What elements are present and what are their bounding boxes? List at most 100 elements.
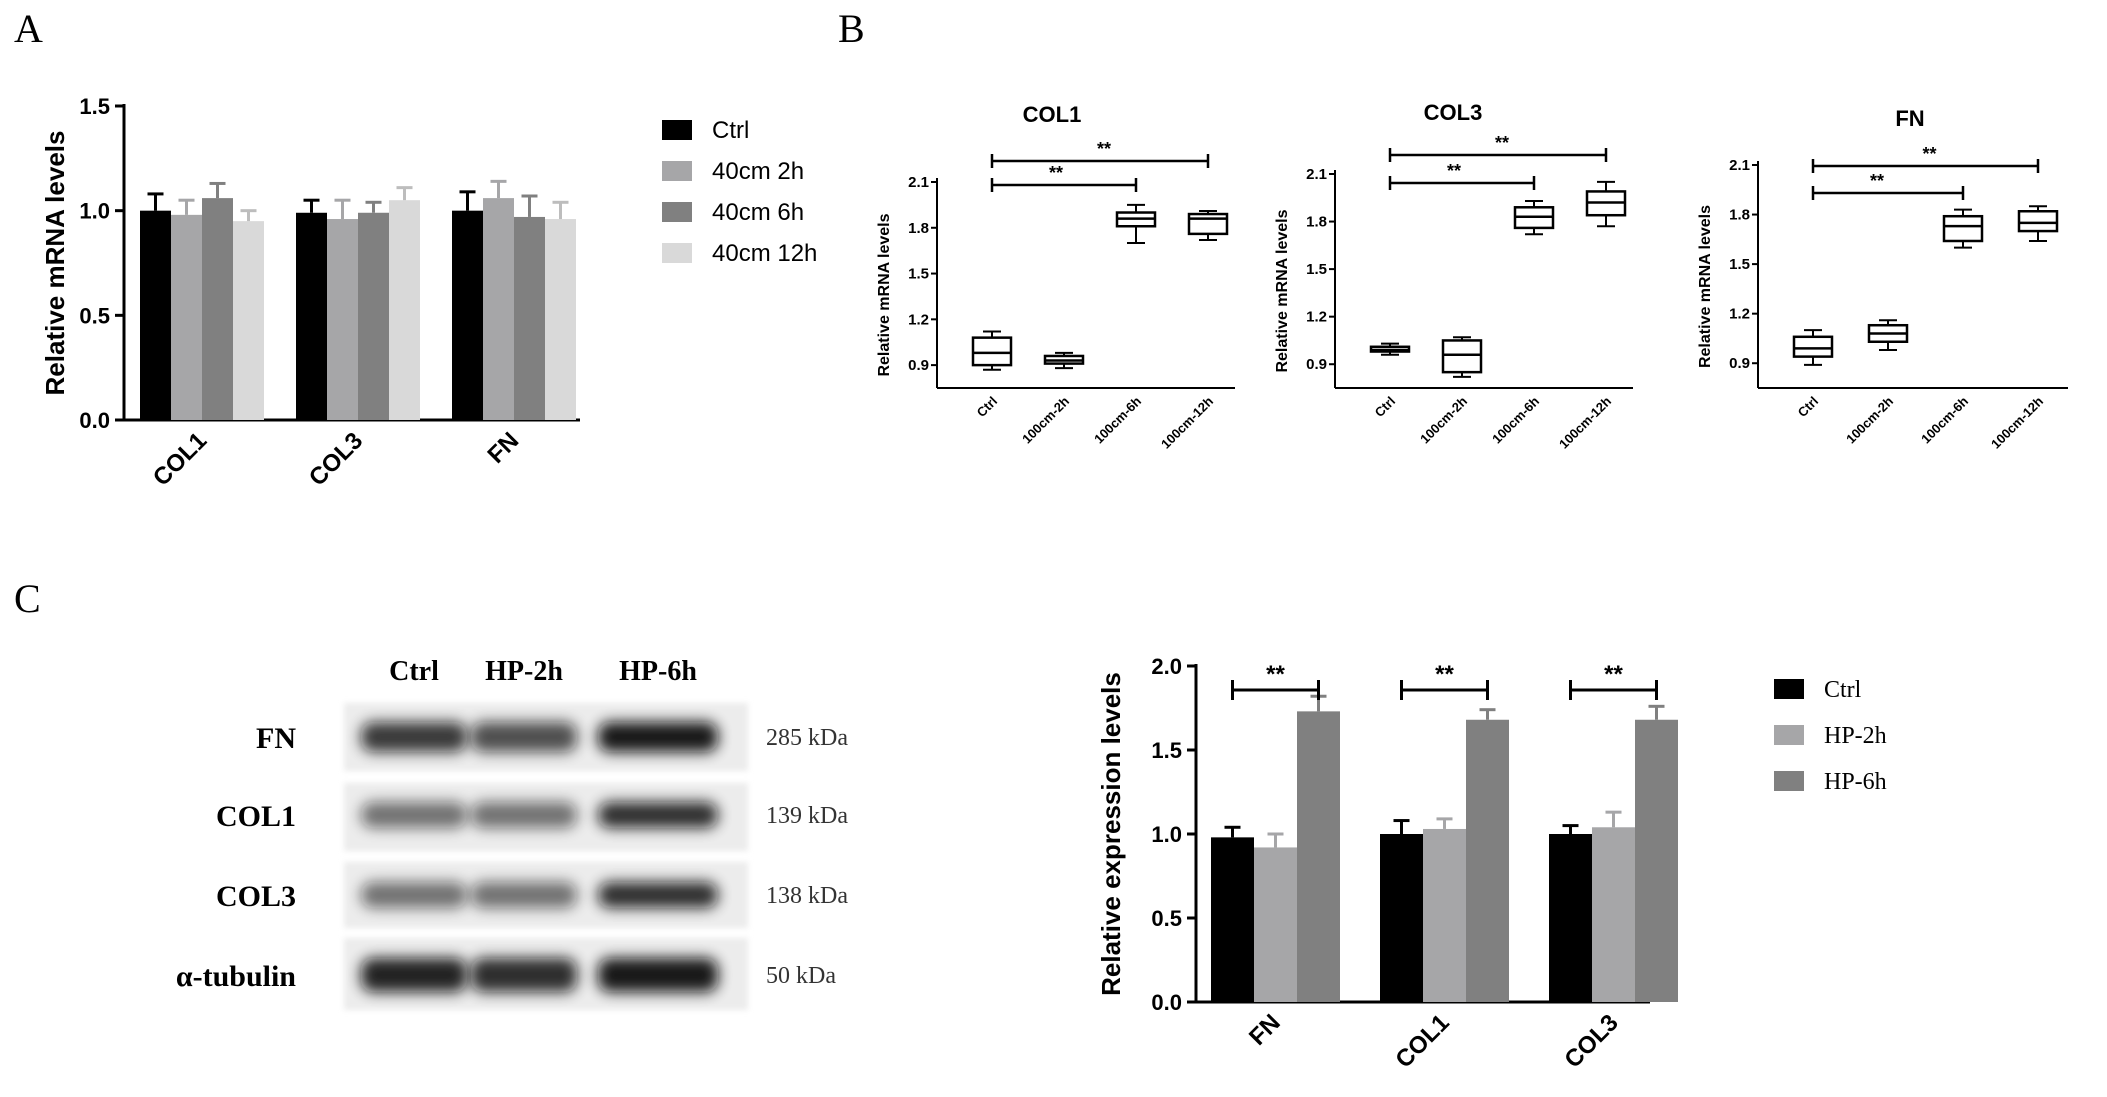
legend-label-40cm-12h: 40cm 12h	[712, 240, 817, 267]
lane-label-hp-2h: HP-2h	[485, 656, 563, 687]
category-label-100cm-2h: 100cm-2h	[1843, 393, 1896, 446]
legend-swatch-40cm-2h	[662, 161, 692, 181]
category-label-100cm-2h: 100cm-2h	[1019, 393, 1072, 446]
category-label-100cm-12h: 100cm-12h	[1556, 393, 1614, 451]
bar-40cm-2h-col3	[327, 219, 358, 420]
category-label-100cm-12h: 100cm-12h	[1988, 393, 2046, 451]
y-tick-label: 2.1	[1306, 166, 1327, 183]
blot-band-fn-hp-6h	[598, 722, 718, 752]
legend-label-40cm-6h: 40cm 6h	[712, 199, 804, 226]
y-tick-label: 1.0	[79, 199, 110, 224]
significance-label: **	[1435, 661, 1454, 688]
significance-label: **	[1447, 161, 1461, 181]
box-100cm-6h	[1942, 214, 1984, 243]
y-tick-label: 1.8	[908, 220, 929, 237]
category-label-col3: COL3	[304, 427, 368, 491]
lane-label-hp-6h: HP-6h	[619, 656, 697, 687]
legend-label-ctrl: Ctrl	[1824, 677, 1862, 703]
blot-band-col1-hp-2h	[471, 802, 577, 828]
protein-label-tubulin: α-tubulin	[176, 960, 296, 993]
category-label-100cm-2h: 100cm-2h	[1417, 393, 1470, 446]
chart-title: COL3	[1424, 100, 1483, 125]
y-axis-title: Relative mRNA levels	[1697, 205, 1714, 368]
protein-label-col3: COL3	[216, 880, 296, 913]
bar-hp-2h-fn	[1254, 847, 1297, 1002]
bar-ctrl-col1	[1380, 834, 1423, 1002]
category-label-col1: COL1	[148, 427, 212, 491]
lane-label-ctrl: Ctrl	[389, 656, 439, 687]
panel-b-col3-boxplot: 0.9 1.2 1.5 1.8 2.1 Relative mRNA levels COL3 C…	[1274, 100, 1633, 452]
category-label-fn: FN	[483, 427, 525, 469]
box-100cm-12h	[1187, 212, 1229, 236]
category-label-ctrl: Ctrl	[974, 394, 1000, 420]
y-tick-label: 1.8	[1306, 214, 1327, 231]
bar-ctrl-col3	[296, 212, 327, 420]
blot-band-tubulin-ctrl	[361, 958, 467, 992]
panel-label-c: C	[14, 576, 41, 621]
y-tick-label: 0.9	[1306, 356, 1327, 373]
panel-b-fn-boxplot: 0.9 1.2 1.5 1.8 2.1 Relative mRNA levels FN Ctr…	[1697, 106, 2068, 452]
legend-label-hp-2h: HP-2h	[1824, 723, 1887, 749]
legend-swatch-40cm-6h	[662, 202, 692, 222]
bar-hp-6h-col3	[1635, 719, 1678, 1002]
y-tick-label: 1.2	[1306, 309, 1327, 326]
size-label-fn: 285 kDa	[766, 725, 848, 751]
significance-label: **	[1604, 661, 1623, 688]
blot-band-col1-hp-6h	[598, 802, 718, 828]
y-tick-label: 1.8	[1729, 207, 1750, 224]
legend-swatch-ctrl	[662, 120, 692, 140]
size-label-col3: 138 kDa	[766, 883, 848, 909]
bar-40cm-6h-col1	[202, 198, 233, 420]
size-label-tubulin: 50 kDa	[766, 963, 836, 989]
bar-40cm-6h-fn	[514, 216, 545, 420]
y-axis-title: Relative expression levels	[1096, 672, 1126, 996]
blot-band-col1-ctrl	[361, 802, 467, 828]
blot-band-tubulin-hp-6h	[598, 958, 718, 992]
panel-label-b: B	[838, 6, 865, 51]
legend-swatch-hp-2h	[1774, 725, 1804, 745]
category-label-ctrl: Ctrl	[1795, 394, 1821, 420]
bar-hp-6h-fn	[1297, 711, 1340, 1002]
bar-ctrl-col1	[140, 210, 171, 420]
y-axis-title: Relative mRNA levels	[1274, 209, 1291, 372]
y-tick-label: 0.5	[1151, 906, 1182, 931]
y-tick-label: 0.9	[1729, 355, 1750, 372]
significance-label: **	[1266, 661, 1285, 688]
y-tick-label: 1.5	[79, 94, 110, 119]
y-tick-label: 1.5	[1729, 256, 1750, 273]
bar-40cm-12h-fn	[545, 219, 576, 420]
category-label-col3: COL3	[1559, 1009, 1623, 1073]
y-tick-label: 0.9	[908, 357, 929, 374]
size-label-col1: 139 kDa	[766, 803, 848, 829]
bar-40cm-2h-fn	[483, 198, 514, 420]
bar-40cm-2h-col1	[171, 214, 202, 420]
y-tick-label: 1.2	[1729, 306, 1750, 323]
category-label-fn: FN	[1244, 1009, 1286, 1051]
bar-40cm-6h-col3	[358, 212, 389, 420]
y-tick-label: 0.5	[79, 303, 110, 328]
box-ctrl	[971, 336, 1013, 367]
chart-title: COL1	[1023, 102, 1082, 127]
significance-label: **	[1049, 163, 1063, 183]
significance-label: **	[1097, 139, 1111, 159]
y-axis-title: Relative mRNA levels	[876, 213, 893, 376]
y-tick-label: 0.0	[79, 408, 110, 433]
bar-ctrl-col3	[1549, 834, 1592, 1002]
y-tick-label: 1.5	[1306, 261, 1327, 278]
panel-b-col1-boxplot: 0.9 1.2 1.5 1.8 2.1 Relative mRNA levels COL1 C…	[876, 102, 1235, 452]
category-label-100cm-6h: 100cm-6h	[1918, 393, 1971, 446]
legend-label-40cm-2h: 40cm 2h	[712, 158, 804, 185]
panel-label-a: A	[14, 6, 43, 51]
significance-label: **	[1922, 144, 1936, 164]
bar-ctrl-fn	[452, 210, 483, 420]
significance-label: **	[1495, 133, 1509, 153]
legend-label-hp-6h: HP-6h	[1824, 769, 1887, 795]
panel-c-bar-chart: 0.0 0.5 1.0 1.5 2.0 Relative expression level…	[1096, 654, 1887, 1074]
significance-label: **	[1870, 171, 1884, 191]
blot-band-col3-hp-6h	[598, 882, 718, 908]
category-label-100cm-12h: 100cm-12h	[1158, 393, 1216, 451]
y-tick-label: 0.0	[1151, 990, 1182, 1015]
blot-band-col3-hp-2h	[471, 882, 577, 908]
y-tick-label: 1.2	[908, 311, 929, 328]
box-100cm-12h	[2017, 210, 2059, 233]
